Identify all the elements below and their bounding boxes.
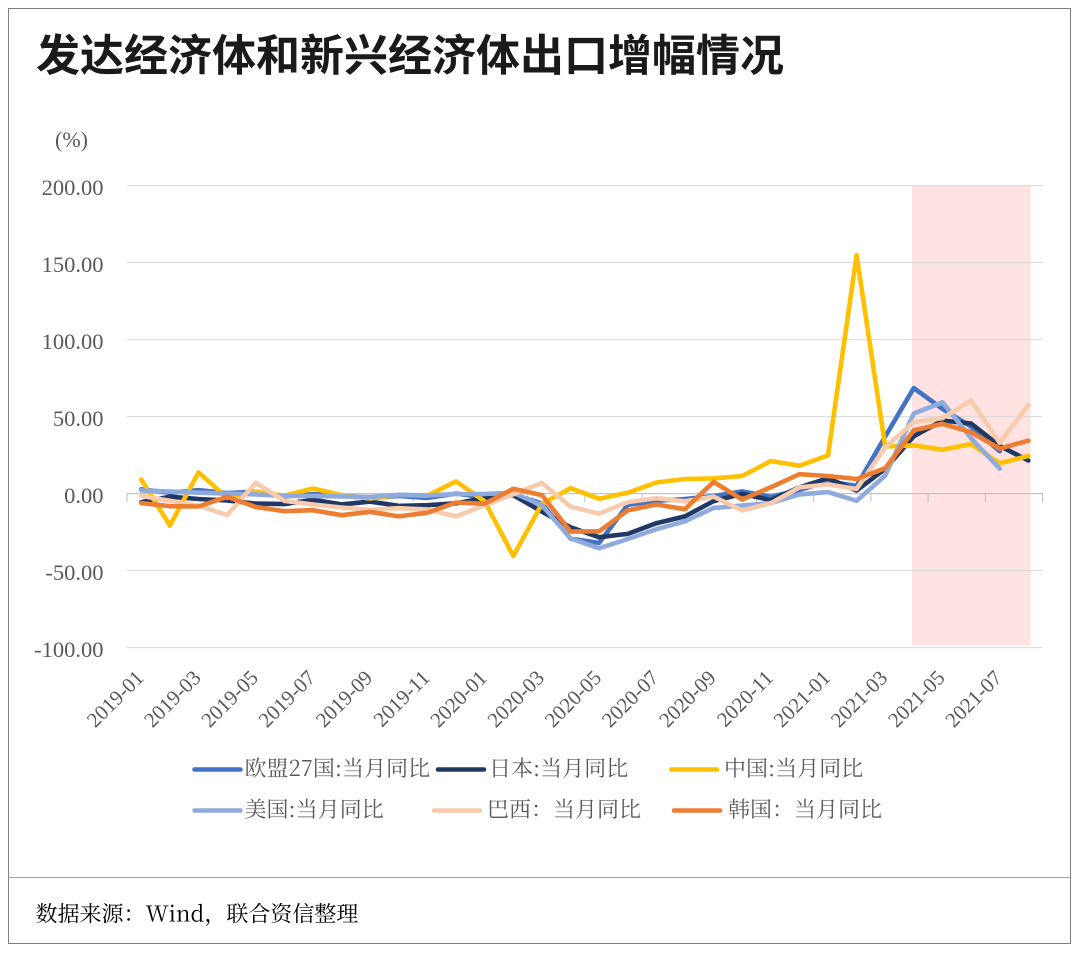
- svg-text:50.00: 50.00: [53, 406, 104, 431]
- svg-text:(%): (%): [55, 127, 88, 152]
- svg-text:200.00: 200.00: [42, 175, 104, 200]
- svg-text:150.00: 150.00: [42, 252, 104, 277]
- svg-text:100.00: 100.00: [42, 329, 104, 354]
- svg-text:-50.00: -50.00: [45, 560, 103, 585]
- svg-text:0.00: 0.00: [64, 483, 103, 508]
- svg-text:-100.00: -100.00: [34, 637, 103, 662]
